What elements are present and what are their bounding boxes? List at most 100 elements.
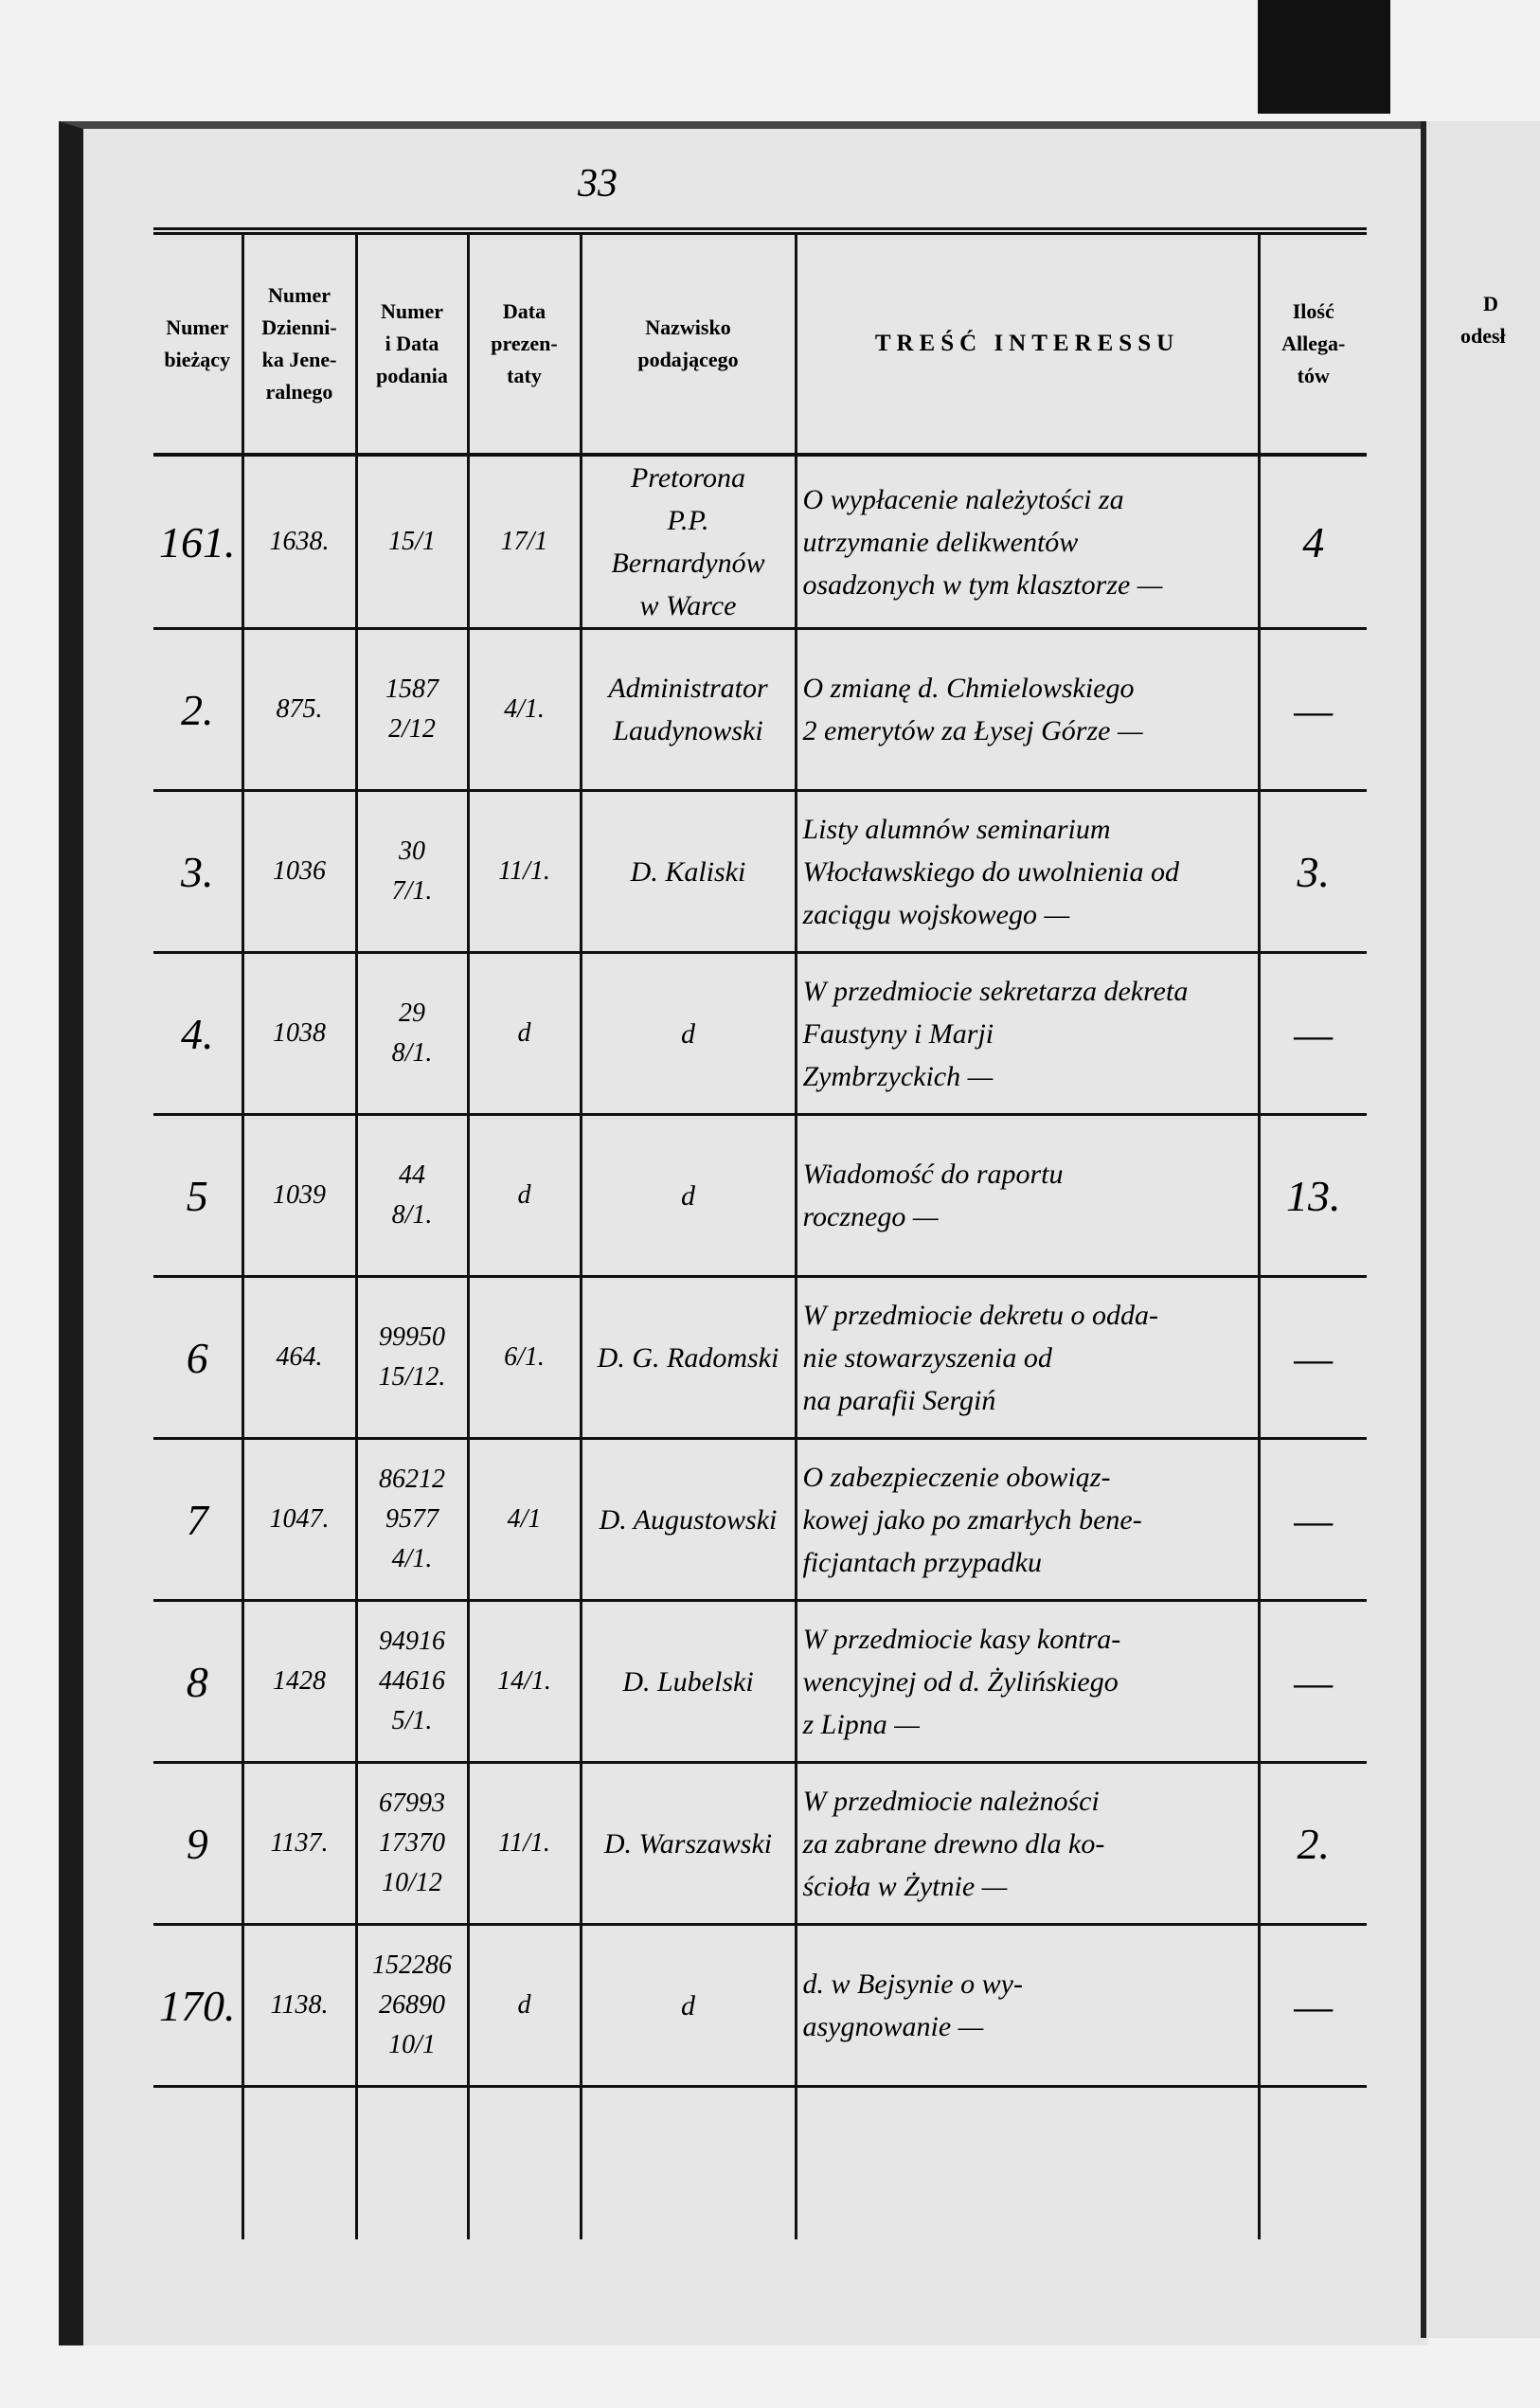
- cell-line: Zymbrzyckich —: [802, 1060, 994, 1092]
- table-cell: O wypłacenie należytości za utrzymanie de…: [794, 455, 1259, 630]
- table-row: 2. 875. 1587 2/12 4/1. Administrator Laudynows…: [153, 628, 1367, 792]
- cell-line: 99950: [379, 1322, 445, 1352]
- column-header: Numer i Data podania: [354, 231, 468, 457]
- column-header: Nazwisko podającego: [579, 231, 796, 457]
- table-cell: 5: [153, 1114, 242, 1278]
- table-cell: 2.: [1257, 1762, 1367, 1926]
- cell-line: 152286: [372, 1950, 452, 1980]
- table-row: 4. 1038 29 8/1. d d W przedmiocie sekretarza d…: [153, 952, 1367, 1116]
- cell-line: ficjantach przypadku: [802, 1546, 1042, 1578]
- header-line: bieżący: [164, 348, 231, 371]
- cell-text: 1638.: [269, 527, 330, 556]
- table-cell: 99950 15/12.: [354, 1276, 468, 1440]
- cell-line: Listy alumnów seminarium: [802, 813, 1111, 845]
- cell-text: 9: [186, 1819, 208, 1868]
- column-header: Ilość Allega-tów: [1257, 231, 1367, 457]
- table-cell: d: [579, 1114, 796, 1278]
- cell-line: 29: [399, 998, 425, 1028]
- header-line: Data: [502, 298, 546, 323]
- cell-text: —: [1294, 1009, 1334, 1058]
- table-cell: Pretorona P.P. Bernardynów w Warce: [579, 455, 796, 630]
- cell-text: —: [1294, 1495, 1334, 1544]
- table-cell: 1038: [241, 952, 356, 1116]
- header-line: Numer: [166, 314, 229, 339]
- table-cell: 8: [153, 1600, 242, 1764]
- table-cell: —: [1257, 1276, 1367, 1440]
- cell-text: 2.: [1297, 1819, 1331, 1868]
- cell-text: 6: [186, 1333, 208, 1382]
- cell-text: 5: [186, 1171, 208, 1220]
- cell-line: 11/1.: [498, 1828, 550, 1858]
- cell-line: D. Warszawski: [603, 1827, 773, 1860]
- table-cell: 3.: [153, 790, 242, 954]
- table-row: 161. 1638. 15/1 17/1 Pretorona P.P. Bernardyn…: [153, 455, 1367, 630]
- header-line: Nazwisko: [645, 314, 731, 339]
- table-cell: 7: [153, 1438, 242, 1602]
- table-cell: 3.: [1257, 790, 1367, 954]
- table-cell: 4.: [153, 952, 242, 1116]
- cell-text: 875.: [276, 694, 323, 724]
- cell-line: W przedmiocie sekretarza dekreta: [802, 975, 1189, 1007]
- cell-line: 1587: [385, 674, 439, 704]
- cell-text: —: [1294, 1981, 1334, 2030]
- page-number: 33: [578, 162, 618, 206]
- column-header: Data prezen-taty: [466, 231, 581, 457]
- table-cell: 15/1: [354, 455, 468, 630]
- cell-line: 9577 4/1.: [385, 1504, 439, 1573]
- cell-line: Faustyny i Marji: [802, 1017, 994, 1050]
- empty-row: [153, 2086, 1367, 2239]
- cell-line: w Warce: [639, 590, 737, 621]
- header-line: tów: [1297, 364, 1330, 388]
- table-cell: 67993 17370 10/12: [354, 1762, 468, 1926]
- cell-line: 15/12.: [378, 1362, 446, 1392]
- table-cell: 4: [1257, 455, 1367, 630]
- table-cell: d. w Bejsynie o wy-asygnowanie —: [794, 1924, 1259, 2088]
- table-row: 9 1137. 67993 17370 10/12 11/1. D. Warszawski…: [153, 1762, 1367, 1926]
- cell-line: P.P. Bernardynów: [611, 505, 765, 579]
- table-cell: 1137.: [241, 1762, 356, 1926]
- cell-line: z Lipna —: [802, 1708, 920, 1740]
- header-line: ka Jene-: [261, 348, 337, 371]
- cell-line: D. Augustowski: [599, 1503, 778, 1536]
- register-table: Numer bieżący Numer Dzienni-ka Jene-ralnego…: [153, 227, 1367, 2239]
- cell-text: 7: [186, 1495, 208, 1544]
- cell-line: d: [517, 1018, 531, 1048]
- cell-text: 1036: [273, 856, 326, 886]
- header-line: Numer: [268, 282, 331, 307]
- cell-text: 4.: [181, 1009, 214, 1058]
- cell-line: ścioła w Żytnie —: [802, 1870, 1008, 1902]
- cell-line: 4/1.: [504, 694, 545, 724]
- cell-line: Pretorona: [630, 462, 746, 494]
- cell-text: 8: [186, 1657, 208, 1706]
- cell-line: 2/12: [388, 714, 436, 744]
- table-cell: 1039: [241, 1114, 356, 1278]
- cell-line: D. G. Radomski: [597, 1341, 779, 1374]
- cell-line: 5/1.: [391, 1706, 433, 1735]
- cell-line: d: [681, 1017, 695, 1050]
- cell-line: W przedmiocie dekretu o odda-: [802, 1299, 1158, 1331]
- scan-edge: [1258, 0, 1390, 114]
- header-line: Dzienni-: [261, 314, 337, 339]
- table-cell: —: [1257, 1438, 1367, 1602]
- cell-line: 86212: [379, 1465, 445, 1494]
- cell-line: W przedmiocie należności: [802, 1785, 1100, 1817]
- header-line: Allega-: [1281, 331, 1346, 355]
- table-cell: Listy alumnów seminarium Włocławskiego do…: [794, 790, 1259, 954]
- table-cell: 1047.: [241, 1438, 356, 1602]
- table-cell: 1587 2/12: [354, 628, 468, 792]
- cell-line: 4/1: [507, 1504, 542, 1534]
- table-cell: d: [579, 1924, 796, 2088]
- cell-line: 17/1: [500, 527, 548, 556]
- cell-text: 13.: [1286, 1171, 1341, 1220]
- table-cell: [579, 2086, 796, 2239]
- table-cell: 161.: [153, 455, 242, 630]
- cell-line: utrzymanie delikwentów: [802, 526, 1079, 558]
- cell-line: osadzonych w tym klasztorze —: [802, 568, 1163, 601]
- cell-line: 6/1.: [504, 1342, 545, 1372]
- table-cell: 17/1: [466, 455, 581, 630]
- header-line: i Data: [385, 331, 439, 355]
- table-cell: d: [466, 1114, 581, 1278]
- table-row: 3. 1036 30 7/1. 11/1. D. Kaliski Listy alumnów…: [153, 790, 1367, 954]
